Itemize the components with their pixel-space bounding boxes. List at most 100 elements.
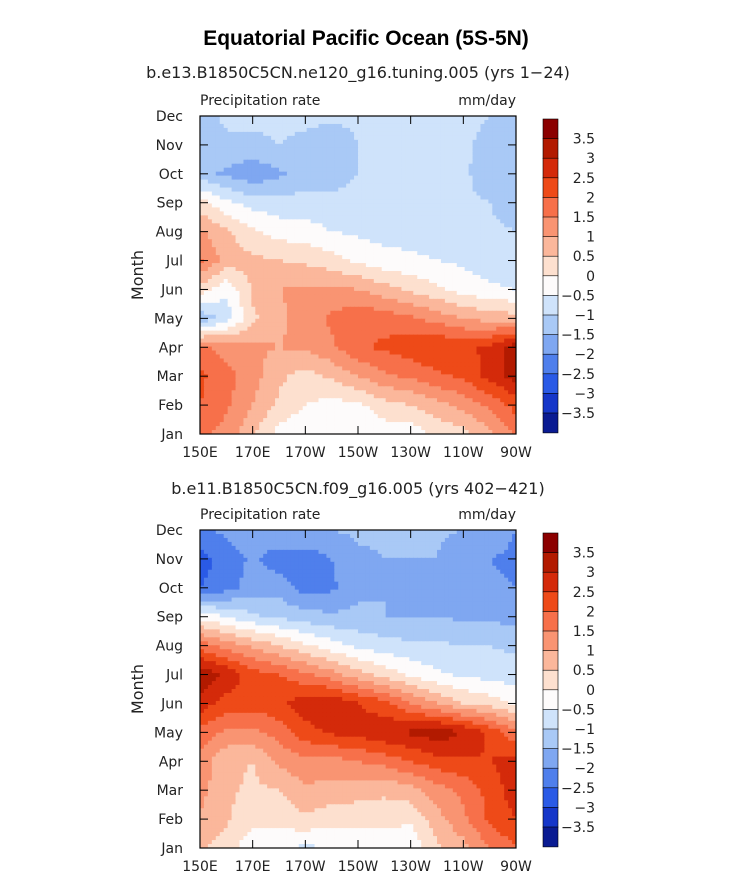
heatmap-cell: [480, 338, 485, 344]
heatmap-cell: [282, 267, 288, 272]
heatmap-cell: [385, 123, 391, 129]
heatmap-cell: [251, 116, 256, 121]
heatmap-cell: [306, 231, 312, 236]
heatmap-cell: [354, 354, 359, 360]
heatmap-cell: [433, 123, 438, 129]
heatmap-cell: [203, 211, 209, 216]
heatmap-cell: [342, 231, 347, 236]
heatmap-cell: [413, 215, 418, 220]
heatmap-cell: [437, 211, 442, 216]
heatmap-cell: [255, 290, 260, 296]
heatmap-cell: [484, 215, 489, 220]
heatmap-cell: [255, 302, 260, 308]
heatmap-cell: [492, 235, 497, 240]
heatmap-cell: [389, 219, 395, 224]
heatmap-cell: [417, 326, 422, 332]
heatmap-cell: [342, 179, 347, 185]
heatmap-cell: [468, 330, 474, 336]
heatmap-cell: [334, 119, 339, 125]
heatmap-cell: [464, 354, 470, 360]
heatmap-cell: [429, 191, 434, 197]
heatmap-cell: [231, 330, 237, 336]
heatmap-cell: [476, 215, 482, 220]
heatmap-cell: [322, 263, 327, 268]
heatmap-cell: [302, 175, 308, 181]
heatmap-cell: [373, 310, 379, 316]
heatmap-cell: [227, 354, 233, 360]
heatmap-cell: [215, 318, 221, 324]
heatmap-cell: [267, 318, 272, 324]
heatmap-cell: [227, 302, 233, 308]
heatmap-cell: [200, 227, 205, 232]
heatmap-cell: [330, 326, 335, 332]
heatmap-cell: [223, 123, 229, 129]
heatmap-cell: [456, 275, 462, 280]
heatmap-cell: [444, 227, 450, 232]
heatmap-cell: [385, 187, 391, 193]
heatmap-cell: [393, 318, 399, 324]
heatmap-cell: [322, 123, 327, 129]
heatmap-cell: [365, 175, 371, 181]
heatmap-cell: [425, 342, 430, 348]
heatmap-cell: [421, 191, 426, 197]
heatmap-cell: [231, 163, 237, 169]
heatmap-cell: [456, 263, 462, 268]
heatmap-cell: [251, 203, 256, 209]
heatmap-cell: [330, 294, 335, 300]
heatmap-cell: [484, 342, 489, 348]
heatmap-cell: [346, 247, 351, 252]
heatmap-cell: [492, 171, 497, 177]
heatmap-cell: [440, 259, 446, 264]
heatmap-cell: [405, 239, 410, 244]
heatmap-cell: [275, 310, 280, 316]
heatmap-cell: [251, 143, 256, 149]
heatmap-cell: [330, 116, 335, 121]
heatmap-cell: [401, 290, 406, 296]
heatmap-cell: [433, 116, 438, 121]
heatmap-cell: [365, 127, 371, 133]
heatmap-cell: [330, 131, 335, 137]
heatmap-cell: [330, 271, 335, 276]
heatmap-cell: [413, 263, 418, 268]
heatmap-cell: [405, 334, 410, 340]
heatmap-cell: [385, 263, 391, 268]
heatmap-cell: [369, 183, 375, 189]
heatmap-cell: [346, 227, 351, 232]
heatmap-cell: [334, 139, 339, 145]
heatmap-cell: [219, 259, 225, 264]
heatmap-cell: [286, 278, 292, 284]
heatmap-cell: [298, 167, 304, 173]
heatmap-cell: [425, 167, 430, 173]
heatmap-cell: [401, 116, 406, 121]
heatmap-cell: [207, 338, 213, 344]
heatmap-cell: [425, 119, 430, 125]
heatmap-cell: [500, 247, 505, 252]
heatmap-cell: [508, 275, 513, 280]
heatmap-cell: [342, 171, 347, 177]
heatmap-cell: [444, 275, 450, 280]
heatmap-cell: [361, 151, 367, 157]
heatmap-cell: [235, 187, 241, 193]
heatmap-cell: [231, 131, 237, 137]
heatmap-cell: [456, 298, 462, 304]
heatmap-cell: [267, 187, 272, 193]
heatmap-cell: [460, 259, 466, 264]
heatmap-cell: [512, 143, 516, 149]
heatmap-cell: [385, 127, 391, 133]
heatmap-cell: [433, 131, 438, 137]
heatmap-cell: [334, 131, 339, 137]
heatmap-cell: [365, 227, 371, 232]
heatmap-cell: [401, 119, 406, 125]
heatmap-cell: [500, 302, 505, 308]
heatmap-cell: [385, 227, 391, 232]
heatmap-cell: [290, 290, 296, 296]
heatmap-cell: [306, 350, 312, 356]
heatmap-cell: [263, 322, 268, 328]
heatmap-cell: [393, 131, 399, 137]
heatmap-cell: [290, 159, 296, 165]
heatmap-cell: [381, 271, 387, 276]
heatmap-cell: [480, 135, 485, 141]
heatmap-cell: [215, 175, 221, 181]
heatmap-cell: [421, 179, 426, 185]
heatmap-cell: [456, 247, 462, 252]
